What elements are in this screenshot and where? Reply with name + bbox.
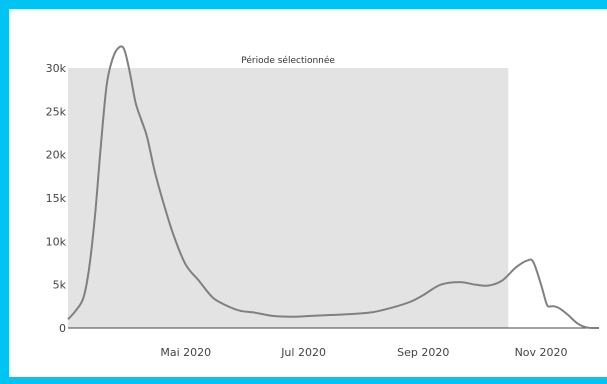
y-tick-label: 10k [46,235,67,248]
x-tick-label: Nov 2020 [515,346,568,359]
shaded-region [68,68,509,328]
y-axis-ticks: 0 5k 10k 15k 20k 25k 30k [46,62,67,335]
series-line [67,45,600,330]
x-axis-ticks: Mai 2020 Jul 2020 Sep 2020 Nov 2020 [160,346,567,359]
x-tick-label: Sep 2020 [397,346,449,359]
series-layer [67,45,600,330]
y-tick-label: 25k [46,105,67,118]
y-tick-label: 0 [59,322,66,335]
x-tick-label: Jul 2020 [280,346,326,359]
chart-svg: Période sélectionnée 05k10k15k20k25k30k … [46,45,600,359]
y-tick-label: 30k [46,62,67,75]
x-tick-label: Mai 2020 [160,346,211,359]
y-tick-label: 20k [46,149,67,162]
y-tick-label: 15k [46,192,67,205]
shaded-region-label: Période sélectionnée [241,55,335,66]
y-tick-label: 5k [53,279,67,292]
shaded-region-layer [68,68,509,328]
